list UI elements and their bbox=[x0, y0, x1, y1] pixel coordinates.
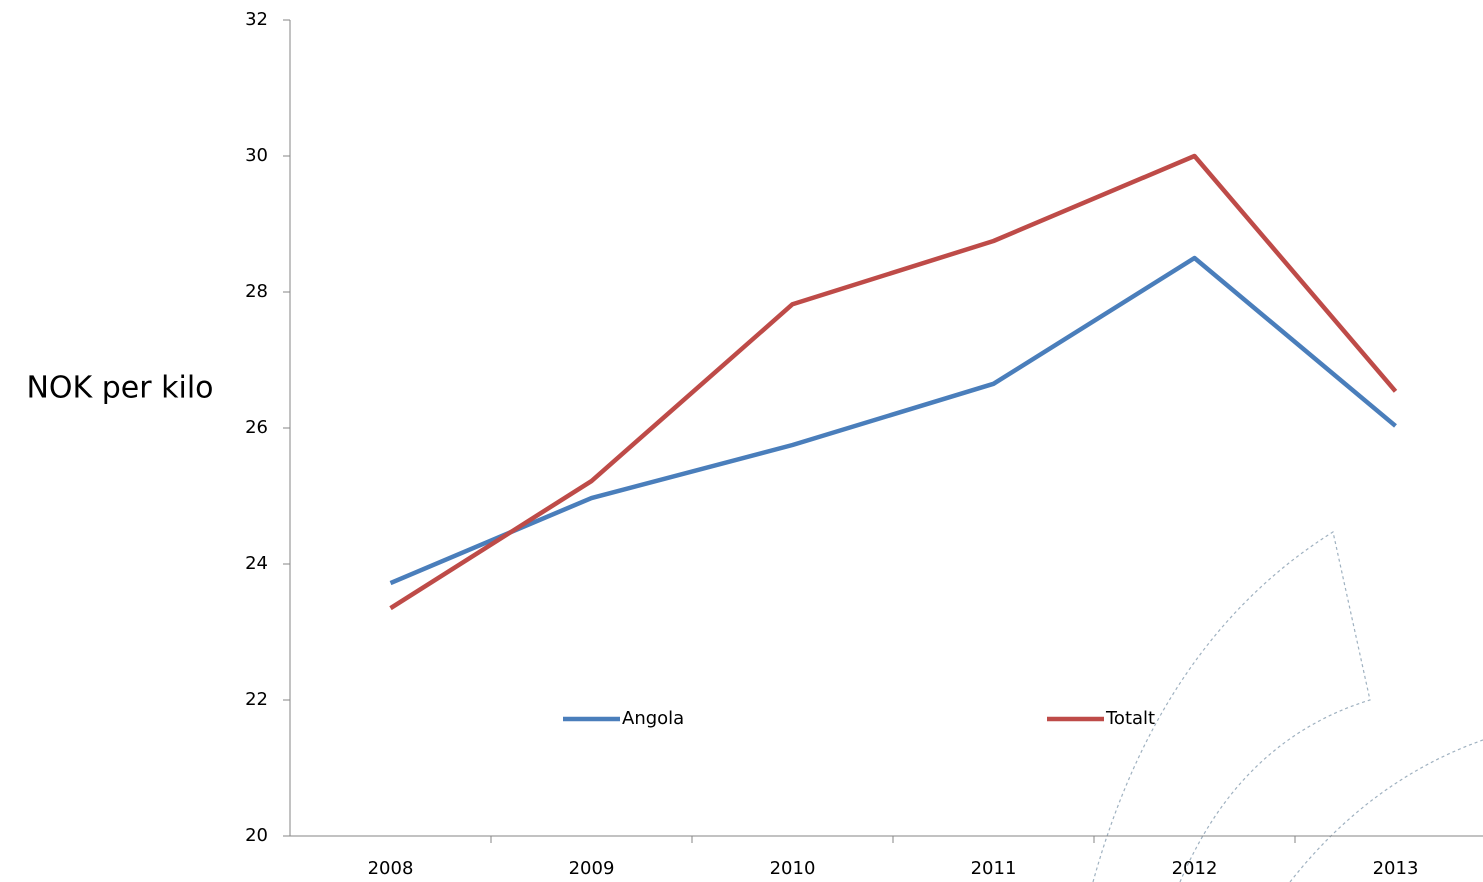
y-tick-label: 20 bbox=[245, 825, 268, 846]
x-tick-label: 2013 bbox=[1373, 858, 1419, 879]
x-tick-label: 2010 bbox=[770, 858, 816, 879]
series-line bbox=[389, 153, 1398, 611]
y-tick-label: 30 bbox=[245, 145, 268, 166]
y-tick-label: 32 bbox=[245, 9, 268, 30]
legend-label: Totalt bbox=[1105, 708, 1155, 729]
x-tick-label: 2011 bbox=[971, 858, 1017, 879]
legend-label: Angola bbox=[622, 708, 684, 729]
x-tick-label: 2008 bbox=[368, 858, 414, 879]
y-tick-label: 26 bbox=[245, 417, 268, 438]
y-tick-label: 28 bbox=[245, 281, 268, 302]
decoration bbox=[1289, 739, 1483, 882]
series-line bbox=[389, 255, 1397, 586]
x-tick-label: 2012 bbox=[1172, 858, 1218, 879]
x-tick-label: 2009 bbox=[569, 858, 615, 879]
y-tick-label: 24 bbox=[245, 553, 268, 574]
y-axis-label: NOK per kilo bbox=[26, 371, 213, 406]
y-tick-label: 22 bbox=[245, 689, 268, 710]
decoration bbox=[1092, 531, 1371, 882]
